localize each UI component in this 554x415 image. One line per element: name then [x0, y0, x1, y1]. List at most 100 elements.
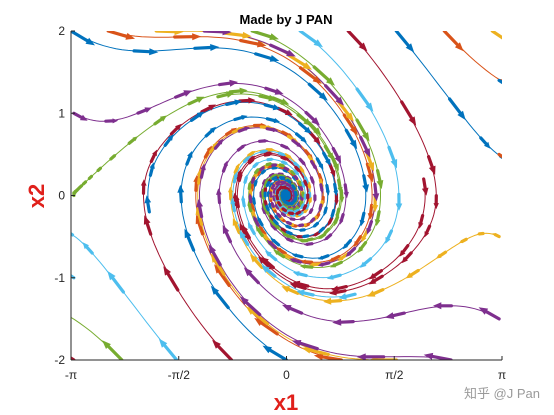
arrow-shaft	[244, 300, 262, 317]
arrow-head	[289, 217, 292, 220]
arrow-shaft	[288, 234, 296, 240]
arrow-shaft	[530, 156, 534, 157]
vector-arrow	[271, 176, 278, 181]
arrow-shaft	[228, 89, 242, 94]
vector-arrow	[148, 162, 155, 177]
vector-arrow	[270, 238, 281, 247]
arrow-head	[303, 207, 306, 211]
arrow-head	[152, 149, 157, 157]
arrow-head	[246, 306, 256, 315]
arrow-shaft	[427, 155, 434, 169]
arrow-head	[330, 170, 336, 177]
arrow-head	[214, 264, 223, 274]
arrow-head	[275, 174, 278, 177]
arrow-head	[324, 236, 329, 241]
vector-arrow	[333, 182, 339, 197]
arrow-shaft	[294, 208, 300, 214]
vector-arrow	[338, 292, 357, 300]
trajectory-line	[395, 31, 502, 158]
arrow-shaft	[272, 195, 276, 202]
arrow-shaft	[293, 161, 300, 168]
arrow-head	[251, 150, 256, 155]
arrow-head	[158, 338, 168, 348]
arrow-head	[264, 186, 267, 190]
vector-arrow	[300, 259, 314, 264]
arrow-shaft	[336, 285, 348, 291]
arrow-shaft	[400, 100, 414, 120]
arrow-shaft	[265, 260, 275, 270]
y-axis-label: x2	[24, 184, 49, 208]
arrow-head	[332, 318, 342, 326]
arrow-shaft	[275, 194, 280, 201]
arrow-shaft	[394, 31, 410, 48]
arrow-shaft	[298, 180, 303, 187]
arrow-head	[436, 253, 442, 259]
x-tick-label: -π	[65, 368, 77, 382]
arrow-shaft	[111, 276, 126, 294]
arrow-shaft	[269, 175, 275, 180]
arrow-shaft	[330, 208, 336, 217]
vector-arrow	[260, 169, 266, 175]
vector-arrow	[163, 134, 174, 147]
vector-arrow	[368, 269, 383, 280]
arrow-shaft	[282, 168, 289, 173]
arrow-shaft	[308, 208, 314, 214]
vector-arrow	[184, 228, 196, 252]
vector-arrow	[280, 212, 287, 217]
arrow-head	[363, 148, 371, 158]
vector-arrow	[309, 217, 316, 223]
arrow-shaft	[293, 174, 299, 180]
arrow-shaft	[302, 204, 308, 210]
vector-arrow	[296, 113, 312, 126]
arrow-shaft	[169, 126, 179, 136]
vector-arrow	[212, 339, 234, 360]
arrow-shaft	[329, 299, 343, 303]
arrow-shaft	[109, 154, 116, 161]
vector-arrow	[301, 346, 330, 356]
arrow-head	[295, 212, 298, 215]
arrow-shaft	[288, 306, 304, 315]
arrow-shaft	[268, 202, 273, 209]
arrow-head	[308, 262, 315, 267]
arrow-shaft	[266, 268, 277, 278]
vector-arrow	[273, 249, 286, 259]
vector-arrow	[298, 121, 312, 134]
arrow-shaft	[305, 242, 314, 246]
vector-arrow	[249, 254, 264, 269]
arrow-shaft	[202, 31, 225, 34]
arrow-shaft	[250, 177, 256, 184]
vector-arrow	[357, 241, 368, 253]
arrow-head	[228, 186, 233, 193]
vector-arrow	[304, 110, 320, 126]
arrow-shaft	[262, 179, 267, 185]
vector-arrow	[436, 250, 448, 259]
vector-arrow	[274, 203, 280, 210]
arrow-shaft	[298, 341, 319, 351]
arrow-head	[289, 258, 295, 263]
vector-arrow	[242, 155, 251, 164]
arrow-shaft	[96, 166, 103, 172]
arrow-shaft	[298, 157, 305, 165]
arrow-shaft	[297, 282, 310, 288]
arrow-head	[390, 159, 398, 169]
arrow-head	[428, 165, 436, 175]
arrow-shaft	[302, 234, 310, 239]
arrow-shaft	[272, 239, 281, 247]
arrow-shaft	[197, 221, 205, 236]
arrow-head	[272, 104, 281, 111]
arrow-shaft	[290, 170, 296, 176]
arrow-shaft	[266, 164, 273, 169]
arrow-head	[359, 219, 365, 227]
arrow-head	[292, 271, 300, 277]
vector-arrow	[287, 211, 294, 215]
arrow-shaft	[365, 162, 372, 176]
arrow-head	[309, 201, 312, 204]
vector-arrow	[248, 157, 255, 165]
arrow-head	[326, 77, 335, 86]
arrow-head	[82, 242, 89, 250]
arrow-shaft	[363, 257, 373, 266]
arrow-shaft	[278, 248, 287, 255]
arrow-head	[280, 212, 284, 215]
vector-arrow	[298, 31, 323, 48]
arrow-head	[264, 206, 268, 211]
